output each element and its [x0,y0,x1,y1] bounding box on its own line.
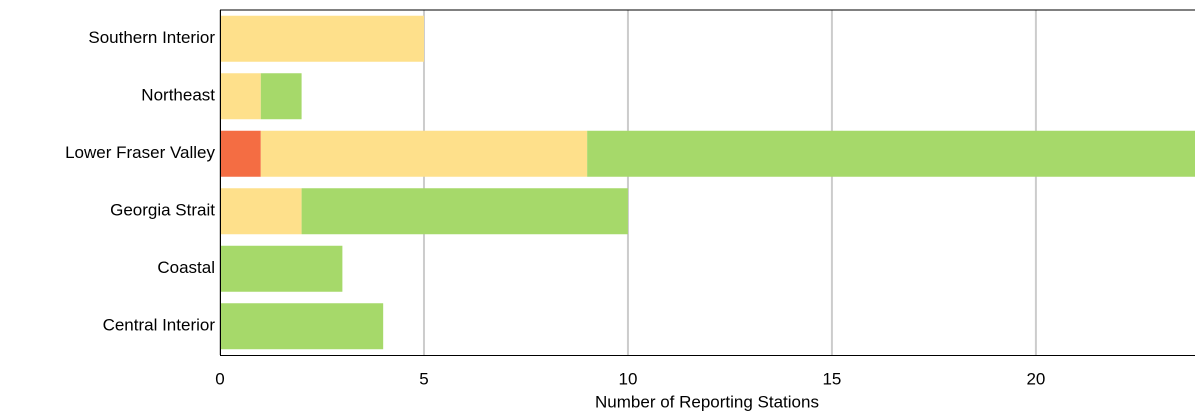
labels: 0 5 10 15 20 Southern Interior Northeast Lower … [65,28,1045,388]
x-tick-label: 10 [618,369,637,388]
bar-segment [220,130,261,177]
bar-segment [587,130,1195,177]
bar-segment [220,73,261,120]
x-tick-label: 20 [1026,369,1045,388]
y-tick-label: Central Interior [103,316,216,335]
bar-segment [220,188,302,235]
bar-segment [220,303,384,350]
bar-segment [220,245,343,292]
x-tick-label: 5 [419,369,428,388]
y-tick-label: Coastal [157,258,215,277]
bar-segment [260,130,588,177]
x-tick-label: 15 [822,369,841,388]
y-tick-label: Northeast [141,86,215,105]
y-tick-label: Georgia Strait [110,201,215,220]
bar-segment [220,15,424,62]
bar-segment [260,73,302,120]
x-tick-label: 0 [215,369,224,388]
bars [220,15,1195,350]
x-axis-label: Number of Reporting Stations [595,392,819,411]
y-tick-label: Southern Interior [88,28,215,47]
y-tick-label: Lower Fraser Valley [65,143,215,162]
bar-segment [301,188,628,235]
